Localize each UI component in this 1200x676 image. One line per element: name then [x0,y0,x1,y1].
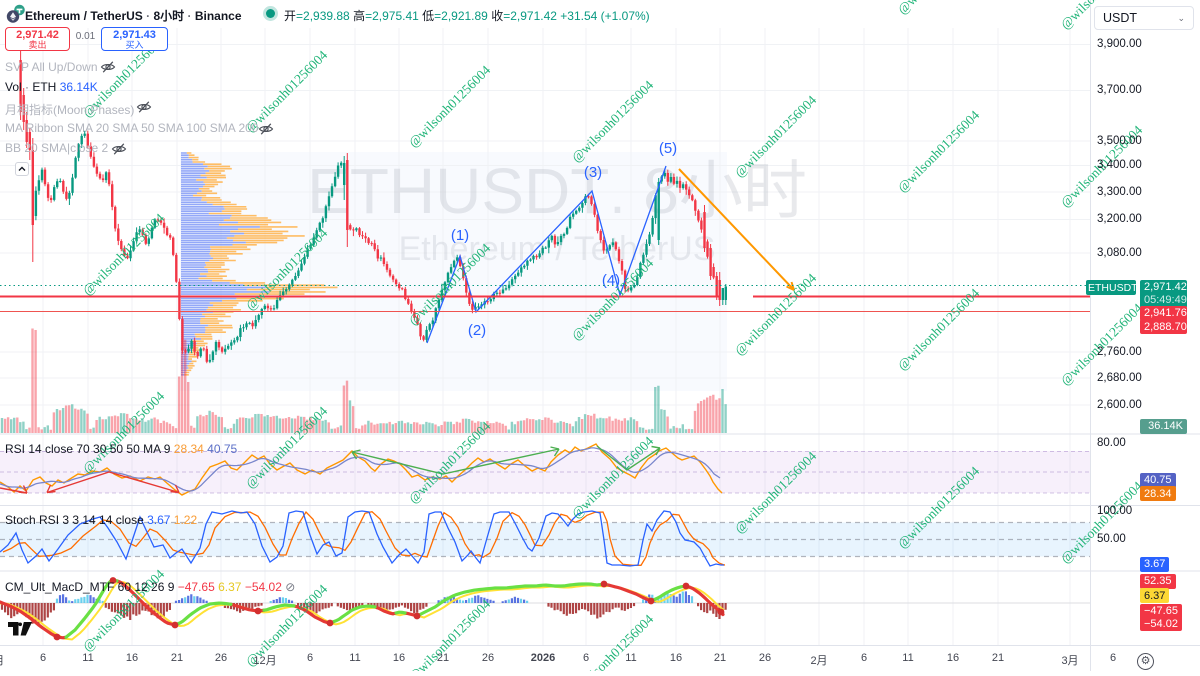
svg-text:(2): (2) [468,322,486,339]
svg-text:(3): (3) [584,164,602,181]
svg-text:(4): (4) [602,272,620,289]
svg-text:(5): (5) [659,140,677,157]
svg-text:Ethereum / TetherUS: Ethereum / TetherUS [399,230,716,268]
svg-text:(1): (1) [451,227,469,244]
svg-text:ETHUSDT. 8小时: ETHUSDT. 8小时 [307,155,807,227]
